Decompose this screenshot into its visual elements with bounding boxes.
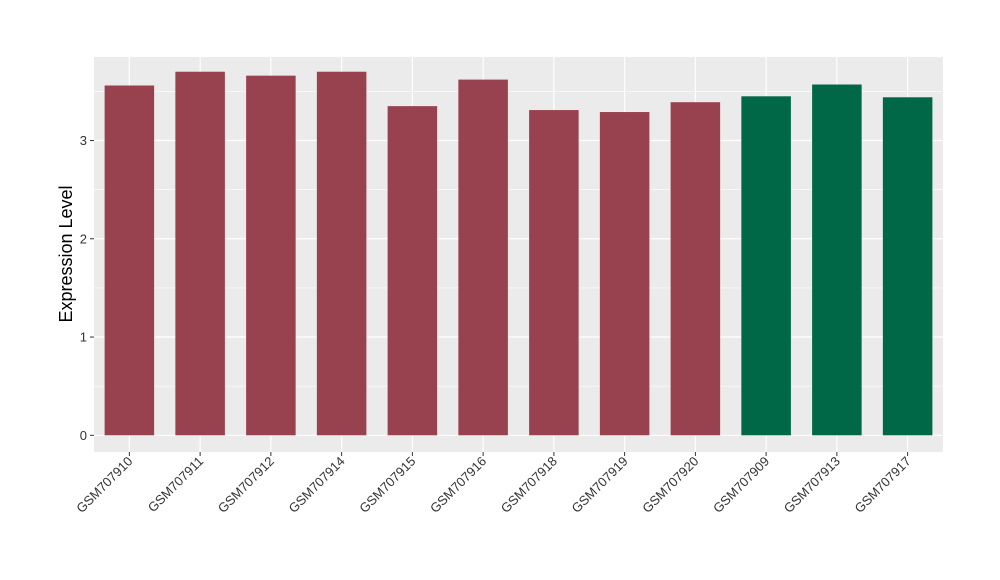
x-tick-label: GSM707912 (215, 454, 277, 516)
x-tick-label: GSM707918 (498, 454, 560, 516)
x-tick-label: GSM707914 (286, 454, 348, 516)
bar-GSM707913 (812, 84, 862, 436)
bar-GSM707914 (316, 71, 367, 436)
x-tick-label: GSM707913 (781, 454, 843, 516)
bar-GSM707915 (387, 106, 438, 436)
x-tick-label: GSM707915 (356, 454, 418, 516)
x-tick-label: GSM707919 (569, 454, 631, 516)
x-tick-label: GSM707920 (639, 454, 701, 516)
bars (104, 71, 933, 436)
y-tick-label: 0 (80, 428, 87, 443)
y-axis: 0 1 2 3 (80, 133, 94, 443)
bar-GSM707917 (882, 97, 933, 436)
y-axis-title: Expression Level (56, 185, 76, 322)
y-tick-label: 1 (80, 330, 87, 345)
x-tick-label: GSM707917 (852, 454, 914, 516)
bar-GSM707920 (670, 102, 721, 436)
bar-GSM707916 (458, 79, 508, 436)
bar-GSM707909 (741, 96, 791, 436)
bar-GSM707911 (175, 71, 225, 436)
bar-GSM707910 (104, 85, 155, 436)
bar-GSM707912 (246, 75, 296, 436)
x-axis: GSM707910 GSM707911 GSM707912 GSM707914 GSM7… (73, 452, 914, 516)
x-tick-label: GSM707911 (145, 454, 207, 516)
bar-GSM707918 (529, 110, 579, 436)
x-tick-label: GSM707910 (73, 454, 135, 516)
x-tick-label: GSM707916 (427, 454, 489, 516)
x-tick-label: GSM707909 (710, 454, 772, 516)
y-tick-label: 3 (80, 133, 87, 148)
bar-GSM707919 (599, 112, 650, 436)
y-tick-label: 2 (80, 231, 87, 246)
